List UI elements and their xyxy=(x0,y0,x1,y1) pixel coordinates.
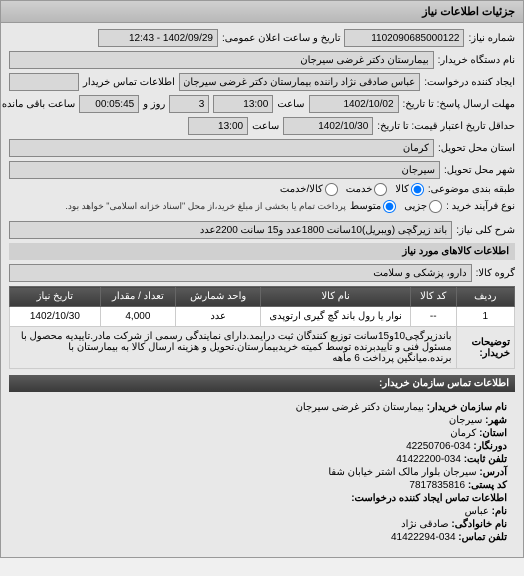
group-label: گروه کالا: xyxy=(476,268,515,279)
fax-value: 034-42250706 xyxy=(406,441,471,452)
at-label-1: ساعت xyxy=(277,99,304,110)
family-value: صادقی نژاد xyxy=(401,519,448,530)
valid-date-field xyxy=(283,117,373,135)
col-row: ردیف xyxy=(456,287,514,307)
radio-kala-khedmat[interactable]: کالا/خدمت xyxy=(280,183,338,196)
contact-block: نام سازمان خریدار: بیمارستان دکتر غرضی س… xyxy=(9,396,515,551)
at-label-2: ساعت xyxy=(252,121,279,132)
province-field xyxy=(9,139,434,157)
request-no-field xyxy=(344,29,464,47)
postal-label: کد پستی: xyxy=(468,480,507,491)
table-row: 1 -- نوار یا رول باند گچ گیری ارتوپدی عد… xyxy=(10,307,515,327)
phone-label: تلفن ثابت: xyxy=(464,454,507,465)
cell-date: 1402/10/30 xyxy=(10,307,101,327)
days-label: روز و xyxy=(143,99,165,110)
deadline-time-field xyxy=(213,95,273,113)
packing-label: طبقه بندی موضوعی: xyxy=(428,184,515,195)
radio-kala-input[interactable] xyxy=(411,183,424,196)
cell-code: -- xyxy=(410,307,456,327)
radio-medium-label: متوسط xyxy=(350,201,381,212)
creator-contact-title: اطلاعات تماس ایجاد کننده درخواست: xyxy=(17,493,507,504)
payment-note: پرداخت تمام یا بخشی از مبلغ خرید،از محل … xyxy=(65,201,345,212)
deadline-date-field xyxy=(309,95,399,113)
cell-qty: 4,000 xyxy=(100,307,175,327)
buyer-note-label: توضیحات خریدار: xyxy=(456,327,514,369)
org-label: نام سازمان خریدار: xyxy=(427,402,507,413)
c-province-label: استان: xyxy=(479,428,507,439)
radio-khedmat[interactable]: خدمت xyxy=(346,183,388,196)
buyer-note-text: باندزیرگچی10و15سانت توزیع کنندگان ثبت در… xyxy=(10,327,457,369)
deadline-label: مهلت ارسال پاسخ: تا تاریخ: xyxy=(403,99,515,110)
desc-label: شرح کلی نیاز: xyxy=(456,225,515,236)
radio-kala[interactable]: کالا xyxy=(395,183,424,196)
addr-value: سیرجان بلوار مالک اشتر خیابان شفا xyxy=(328,467,476,478)
contact-section-title: اطلاعات تماس سازمان خریدار: xyxy=(9,375,515,392)
city-label: شهر محل تحویل: xyxy=(444,165,515,176)
radio-medium-input[interactable] xyxy=(383,200,396,213)
name-label: نام: xyxy=(492,506,507,517)
c-city-label: شهر: xyxy=(485,415,507,426)
creator-field xyxy=(179,73,420,91)
cell-row: 1 xyxy=(456,307,514,327)
valid-time-field xyxy=(188,117,248,135)
radio-khedmat-input[interactable] xyxy=(374,183,387,196)
desc-field xyxy=(9,221,452,239)
col-date: تاریخ نیاز xyxy=(10,287,101,307)
postal-value: 7817835816 xyxy=(409,480,465,491)
buyer-org-field xyxy=(9,51,434,69)
tel-label: تلفن تماس: xyxy=(458,532,507,543)
name-value: عباس xyxy=(465,506,489,517)
group-field xyxy=(9,264,472,282)
addr-label: آدرس: xyxy=(479,467,507,478)
radio-small-label: جزیی xyxy=(404,201,427,212)
remain-time-field xyxy=(79,95,139,113)
tel-value: 034-41422294 xyxy=(391,532,456,543)
announce-date-label: تاریخ و ساعت اعلان عمومی: xyxy=(222,33,341,44)
radio-kala-label: کالا xyxy=(395,184,409,195)
org-value: بیمارستان دکتر غرضی سیرجان xyxy=(296,402,424,413)
c-city-value: سیرجان xyxy=(449,415,483,426)
announce-date-field xyxy=(98,29,218,47)
phone-value: 034-41422200 xyxy=(396,454,461,465)
request-no-label: شماره نیاز: xyxy=(468,33,515,44)
radio-medium[interactable]: متوسط xyxy=(350,200,396,213)
family-label: نام خانوادگی: xyxy=(451,519,507,530)
radio-small[interactable]: جزیی xyxy=(404,200,442,213)
fax-label: دورنگار: xyxy=(473,441,507,452)
c-province-value: کرمان xyxy=(450,428,476,439)
cell-unit: عدد xyxy=(176,307,261,327)
buyer-contact-field xyxy=(9,73,79,91)
col-name: نام کالا xyxy=(261,287,411,307)
radio-kala-khedmat-label: کالا/خدمت xyxy=(280,184,323,195)
col-code: کد کالا xyxy=(410,287,456,307)
city-field xyxy=(9,161,440,179)
buyer-note-row: توضیحات خریدار: باندزیرگچی10و15سانت توزی… xyxy=(10,327,515,369)
col-qty: تعداد / مقدار xyxy=(100,287,175,307)
radio-kala-khedmat-input[interactable] xyxy=(325,183,338,196)
radio-small-input[interactable] xyxy=(429,200,442,213)
col-unit: واحد شمارش xyxy=(176,287,261,307)
remain-label: ساعت باقی مانده xyxy=(2,99,75,110)
buyer-contact-label: اطلاعات تماس خریدار xyxy=(83,77,175,88)
province-label: استان محل تحویل: xyxy=(438,143,515,154)
payment-label: نوع فرآیند خرید : xyxy=(446,201,515,212)
goods-table: ردیف کد کالا نام کالا واحد شمارش تعداد /… xyxy=(9,286,515,369)
buyer-org-label: نام دستگاه خریدار: xyxy=(438,55,515,66)
radio-khedmat-label: خدمت xyxy=(346,184,373,195)
cell-name: نوار یا رول باند گچ گیری ارتوپدی xyxy=(261,307,411,327)
days-field xyxy=(169,95,209,113)
panel-title: جزئیات اطلاعات نیاز xyxy=(1,1,523,23)
goods-section-title: اطلاعات کالاهای مورد نیاز xyxy=(9,243,515,260)
creator-label: ایجاد کننده درخواست: xyxy=(424,77,515,88)
valid-label: حداقل تاریخ اعتبار قیمت: تا تاریخ: xyxy=(377,121,515,132)
